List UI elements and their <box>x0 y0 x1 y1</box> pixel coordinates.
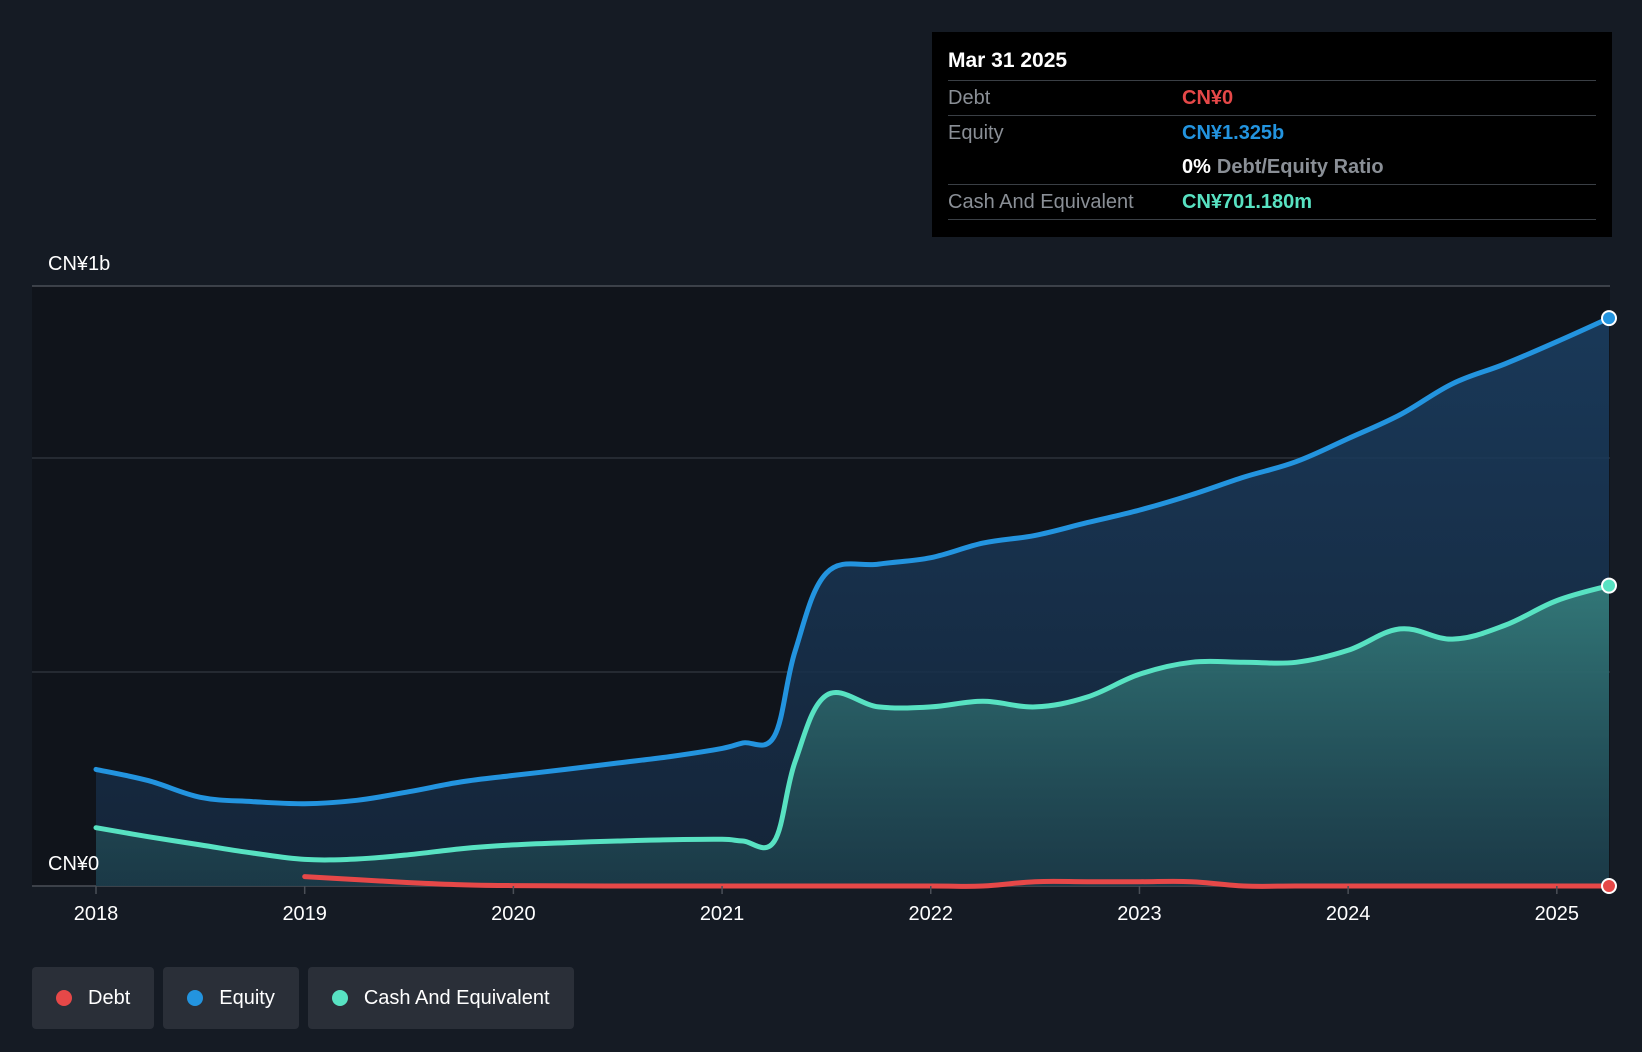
tooltip-debt-label: Debt <box>948 86 991 109</box>
tooltip: Mar 31 2025 Debt CN¥0 Equity CN¥1.325b 0… <box>932 32 1612 237</box>
tooltip-debt-value: CN¥0 <box>1182 86 1234 109</box>
tooltip-equity-value: CN¥1.325b <box>1182 121 1285 144</box>
equity-dot-icon <box>187 990 204 1006</box>
tooltip-ratio-label: Debt/Equity Ratio <box>1216 155 1384 178</box>
debt-endpoint-marker <box>1601 878 1617 894</box>
x-tick-label: 2021 <box>700 903 745 925</box>
tooltip-equity-label: Equity <box>948 121 1004 144</box>
cash-and-equivalent-endpoint-marker <box>1601 577 1617 594</box>
x-tick-label: 2018 <box>74 903 119 925</box>
tooltip-ratio-value: 0% <box>1182 155 1211 178</box>
legend-label-cash: Cash And Equivalent <box>363 986 550 1009</box>
cash-and-equivalent-line <box>93 583 1612 863</box>
tooltip-cash-row: Cash And Equivalent CN¥701.180m <box>948 185 1596 220</box>
legend: Debt Equity Cash And Equivalent <box>32 967 583 1029</box>
series-endpoints <box>1601 310 1617 894</box>
x-tick-label: 2025 <box>1535 903 1580 925</box>
tooltip-cash-value: CN¥701.180m <box>1182 190 1313 213</box>
cash-dot-icon <box>331 990 348 1006</box>
x-tick-label: 2022 <box>909 903 954 925</box>
series-lines <box>93 315 1612 889</box>
tooltip-debt-row: Debt CN¥0 <box>948 81 1596 116</box>
debt-line <box>302 874 1612 889</box>
y-axis-bottom-label: CN¥0 <box>48 853 99 875</box>
equity-endpoint-marker <box>1601 310 1617 327</box>
cash-and-equivalent-area <box>96 585 1609 886</box>
x-tick-label: 2023 <box>1117 903 1162 925</box>
x-tick-label: 2024 <box>1326 903 1371 925</box>
legend-item-cash[interactable]: Cash And Equivalent <box>307 967 574 1029</box>
tooltip-cash-label: Cash And Equivalent <box>948 190 1134 213</box>
tooltip-ratio-row: 0% Debt/Equity Ratio <box>948 150 1596 185</box>
debt-dot-icon <box>56 990 72 1006</box>
legend-label-equity: Equity <box>219 986 275 1009</box>
tooltip-date: Mar 31 2025 <box>948 46 1596 81</box>
legend-label-debt: Debt <box>88 986 131 1009</box>
equity-line <box>93 315 1612 807</box>
legend-item-equity[interactable]: Equity <box>163 967 299 1029</box>
tooltip-equity-row: Equity CN¥1.325b <box>948 116 1596 150</box>
legend-item-debt[interactable]: Debt <box>32 967 155 1029</box>
x-tick-label: 2019 <box>282 903 327 925</box>
series-areas <box>96 318 1609 887</box>
x-axis: 2018 2019 2020 2021 2022 2023 2024 2025 <box>74 886 1579 925</box>
y-axis-top-label: CN¥1b <box>48 253 110 275</box>
x-tick-label: 2020 <box>491 903 536 925</box>
